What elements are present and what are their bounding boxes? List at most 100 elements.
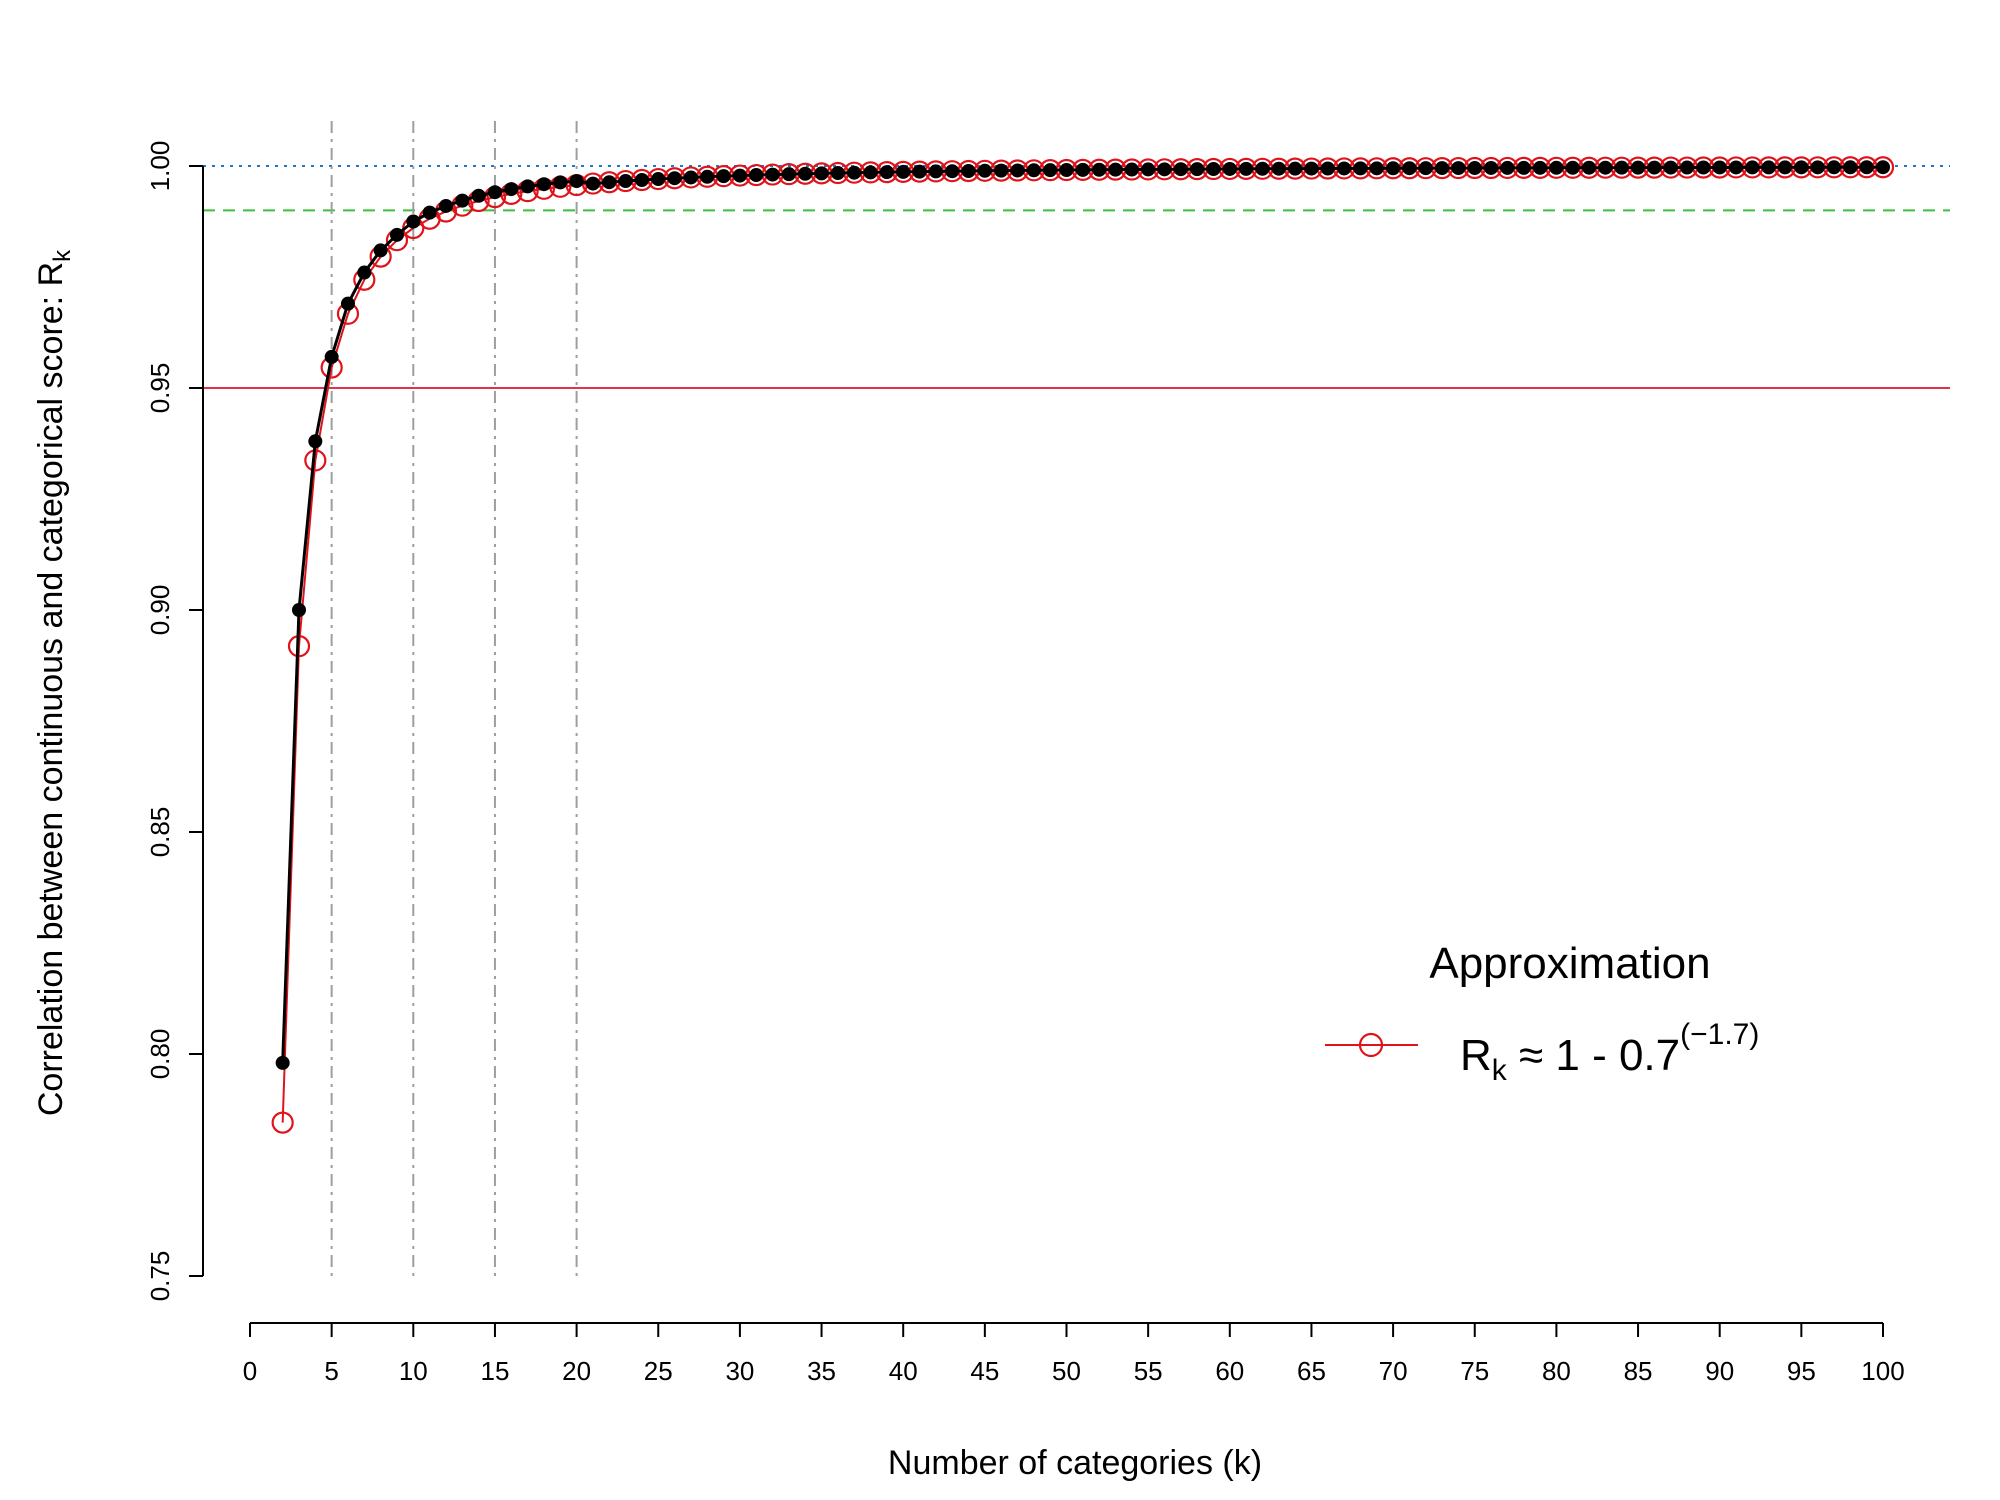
x-tick-label: 0: [243, 1356, 257, 1386]
exact-point: [1435, 161, 1450, 176]
exact-point: [1026, 163, 1041, 178]
exact-point: [1582, 160, 1597, 175]
exact-point: [1304, 161, 1319, 176]
x-tick-label: 5: [324, 1356, 338, 1386]
legend-entry-subscript: k: [1492, 1054, 1508, 1087]
exact-point: [1010, 163, 1025, 178]
exact-point: [504, 182, 519, 197]
exact-point: [1337, 161, 1352, 176]
exact-point: [683, 170, 698, 185]
y-tick-label: 0.95: [145, 363, 175, 414]
exact-point: [1320, 161, 1335, 176]
x-tick-label: 80: [1542, 1356, 1571, 1386]
y-tick-label: 0.75: [145, 1251, 175, 1302]
exact-point: [1712, 160, 1727, 175]
exact-point: [1500, 160, 1515, 175]
exact-line: [281, 165, 1884, 1063]
x-tick-label: 30: [725, 1356, 754, 1386]
exact-point: [1729, 160, 1744, 175]
exact-point: [1288, 161, 1303, 176]
exact-point: [275, 1055, 290, 1070]
exact-point: [1141, 162, 1156, 177]
exact-point: [716, 169, 731, 184]
exact-point: [994, 163, 1009, 178]
exact-point: [569, 174, 584, 189]
exact-point: [1173, 162, 1188, 177]
exact-point: [798, 166, 813, 181]
legend-title: Approximation: [1429, 939, 1710, 988]
exact-point: [1451, 161, 1466, 176]
exact-point: [373, 243, 388, 258]
exact-point: [1467, 161, 1482, 176]
legend-entry-label: Rk ≈ 1 - 0.7(−1.7): [1460, 1018, 1759, 1087]
exact-point: [324, 349, 339, 364]
exact-point: [1843, 160, 1858, 175]
exact-point: [1516, 160, 1531, 175]
exact-point: [308, 434, 323, 449]
exact-point: [1533, 160, 1548, 175]
exact-point: [1794, 160, 1809, 175]
y-tick-label: 0.80: [145, 1029, 175, 1080]
x-tick-label: 10: [399, 1356, 428, 1386]
exact-point: [830, 166, 845, 181]
x-tick-label: 35: [807, 1356, 836, 1386]
exact-point: [1745, 160, 1760, 175]
exact-point: [977, 163, 992, 178]
exact-point: [1827, 160, 1842, 175]
exact-point: [749, 168, 764, 183]
x-tick-label: 90: [1705, 1356, 1734, 1386]
exact-point: [520, 179, 535, 194]
x-tick-label: 25: [644, 1356, 673, 1386]
exact-point: [1810, 160, 1825, 175]
exact-point: [1059, 163, 1074, 178]
exact-point: [1549, 160, 1564, 175]
x-tick-label: 40: [889, 1356, 918, 1386]
exact-point: [896, 164, 911, 179]
y-tick-label: 0.85: [145, 807, 175, 858]
x-tick-label: 20: [562, 1356, 591, 1386]
exact-point: [945, 164, 960, 179]
x-axis: 0 5 10 15 20 25 30 35 40 45 50 55 60 65 70 75 80 85 90 95 10…: [243, 1322, 1905, 1386]
x-tick-label: 95: [1787, 1356, 1816, 1386]
series-exact: [275, 160, 1890, 1070]
legend: Approximation Rk ≈ 1 - 0.7(−1.7): [1325, 939, 1759, 1087]
x-tick-label: 50: [1052, 1356, 1081, 1386]
exact-point: [1353, 161, 1368, 176]
exact-point: [357, 265, 372, 280]
exact-point: [1222, 161, 1237, 176]
exact-point: [1271, 161, 1286, 176]
exact-point: [1255, 161, 1270, 176]
exact-point: [1157, 162, 1172, 177]
x-tick-label: 60: [1215, 1356, 1244, 1386]
x-tick-label: 55: [1134, 1356, 1163, 1386]
exact-point: [1402, 161, 1417, 176]
y-axis-title-subscript: k: [49, 249, 76, 262]
exact-point: [814, 166, 829, 181]
exact-point: [1631, 160, 1646, 175]
legend-entry-name: R: [1460, 1031, 1492, 1080]
exact-point: [700, 169, 715, 184]
exact-point: [1206, 162, 1221, 177]
exact-point: [1761, 160, 1776, 175]
legend-marker-swatch: [1358, 1032, 1384, 1058]
exact-point: [1124, 162, 1139, 177]
exact-point: [422, 205, 437, 220]
x-axis-title: Number of categories (k): [888, 1444, 1262, 1482]
exact-point: [847, 165, 862, 180]
exact-point: [1369, 161, 1384, 176]
x-tick-label: 75: [1460, 1356, 1489, 1386]
exact-point: [1075, 162, 1090, 177]
exact-point: [651, 172, 666, 187]
x-tick-label: 65: [1297, 1356, 1326, 1386]
exact-point: [667, 171, 682, 186]
exact-point: [961, 163, 976, 178]
exact-point: [1614, 160, 1629, 175]
exact-point: [618, 174, 633, 189]
x-tick-label: 15: [480, 1356, 509, 1386]
exact-point: [634, 172, 649, 187]
exact-point: [602, 175, 617, 190]
x-tick-label: 45: [970, 1356, 999, 1386]
exact-point: [1484, 160, 1499, 175]
reference-lines: [203, 121, 1950, 1276]
